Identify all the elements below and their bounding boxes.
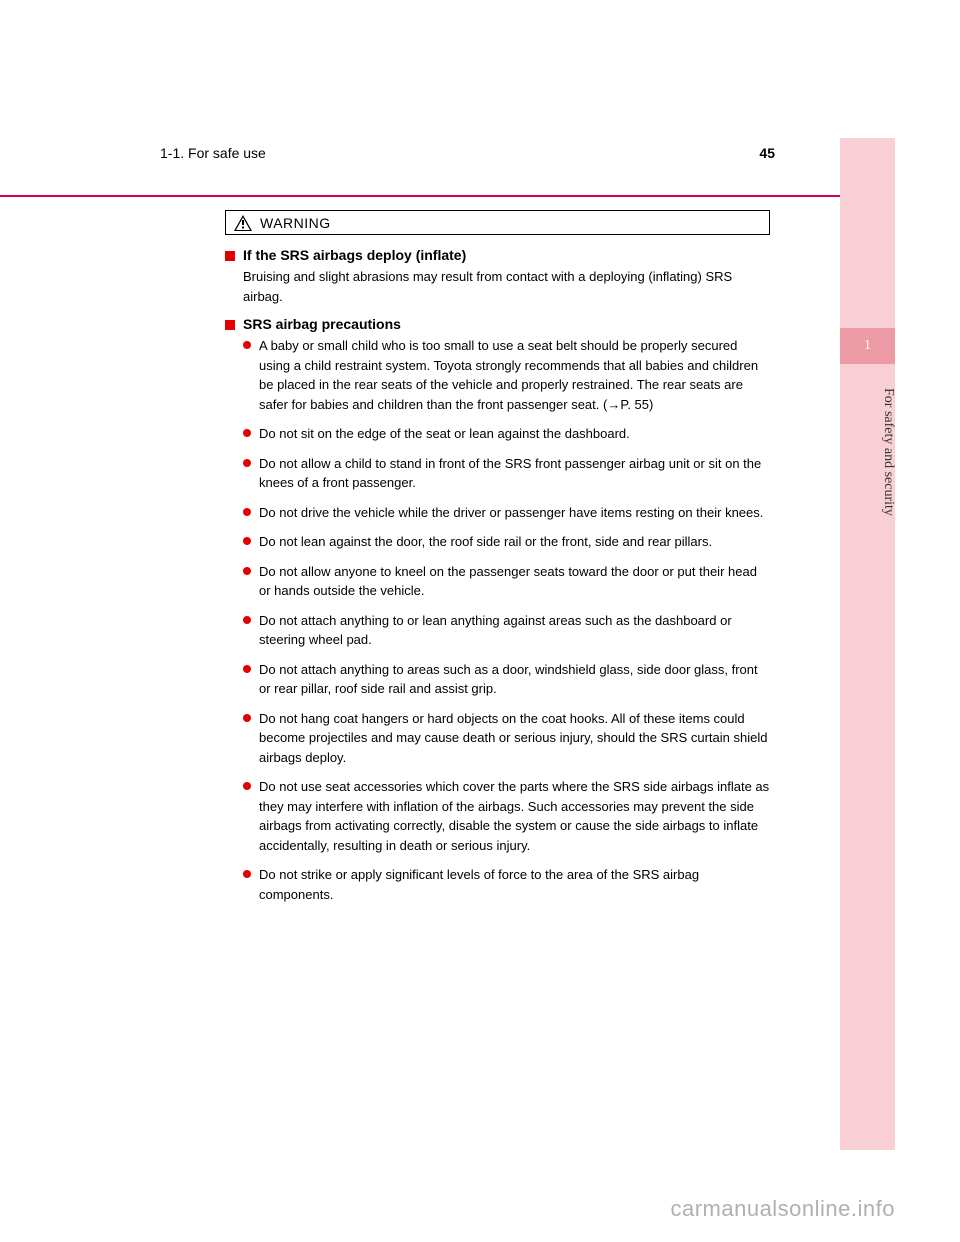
- bullet-text: Do not strike or apply significant level…: [259, 865, 770, 904]
- bullet-icon: [243, 714, 251, 722]
- section-body: Bruising and slight abrasions may result…: [243, 267, 770, 306]
- section-marker-icon: [225, 320, 235, 330]
- bullet-icon: [243, 567, 251, 575]
- side-tab-bar: 1 For safety and security: [840, 138, 895, 1150]
- section-head: SRS airbag precautions: [225, 316, 770, 332]
- page-header: 45 1-1. For safe use: [160, 145, 775, 161]
- list-item: Do not sit on the edge of the seat or le…: [243, 424, 770, 444]
- bullet-text: Do not allow a child to stand in front o…: [259, 454, 770, 493]
- section-marker-icon: [225, 251, 235, 261]
- section-head: If the SRS airbags deploy (inflate): [225, 247, 770, 263]
- bullet-icon: [243, 616, 251, 624]
- warning-header: WARNING: [225, 210, 770, 235]
- bullet-text: A baby or small child who is too small t…: [259, 336, 770, 414]
- bullet-text: Do not lean against the door, the roof s…: [259, 532, 712, 552]
- page-number: 45: [759, 145, 775, 161]
- bullet-icon: [243, 341, 251, 349]
- watermark: carmanualsonline.info: [670, 1196, 895, 1222]
- section-title: If the SRS airbags deploy (inflate): [243, 247, 466, 263]
- bullet-icon: [243, 782, 251, 790]
- bullet-icon: [243, 537, 251, 545]
- chapter-title: For safety and security: [880, 388, 896, 516]
- list-item: Do not drive the vehicle while the drive…: [243, 503, 770, 523]
- list-item: A baby or small child who is too small t…: [243, 336, 770, 414]
- section-label: 1-1. For safe use: [160, 145, 266, 161]
- list-item: Do not attach anything to areas such as …: [243, 660, 770, 699]
- bullet-icon: [243, 508, 251, 516]
- bullet-text: Do not sit on the edge of the seat or le…: [259, 424, 630, 444]
- list-item: Do not allow anyone to kneel on the pass…: [243, 562, 770, 601]
- bullet-text: Do not drive the vehicle while the drive…: [259, 503, 763, 523]
- bullet-text: Do not allow anyone to kneel on the pass…: [259, 562, 770, 601]
- warning-icon: [226, 211, 260, 234]
- bullet-text: Do not use seat accessories which cover …: [259, 777, 770, 855]
- bullet-icon: [243, 665, 251, 673]
- bullet-text: Do not hang coat hangers or hard objects…: [259, 709, 770, 768]
- list-item: Do not use seat accessories which cover …: [243, 777, 770, 855]
- list-item: Do not allow a child to stand in front o…: [243, 454, 770, 493]
- chapter-tab: 1: [840, 328, 895, 364]
- bullet-text: Do not attach anything to areas such as …: [259, 660, 770, 699]
- section-title: SRS airbag precautions: [243, 316, 401, 332]
- bullet-text: Do not attach anything to or lean anythi…: [259, 611, 770, 650]
- bullet-icon: [243, 870, 251, 878]
- list-item: Do not hang coat hangers or hard objects…: [243, 709, 770, 768]
- list-item: Do not strike or apply significant level…: [243, 865, 770, 904]
- list-item: Do not lean against the door, the roof s…: [243, 532, 770, 552]
- bullet-icon: [243, 459, 251, 467]
- main-content: WARNING If the SRS airbags deploy (infla…: [225, 210, 770, 914]
- bullet-icon: [243, 429, 251, 437]
- list-item: Do not attach anything to or lean anythi…: [243, 611, 770, 650]
- header-divider: [0, 195, 840, 197]
- warning-label: WARNING: [260, 215, 331, 231]
